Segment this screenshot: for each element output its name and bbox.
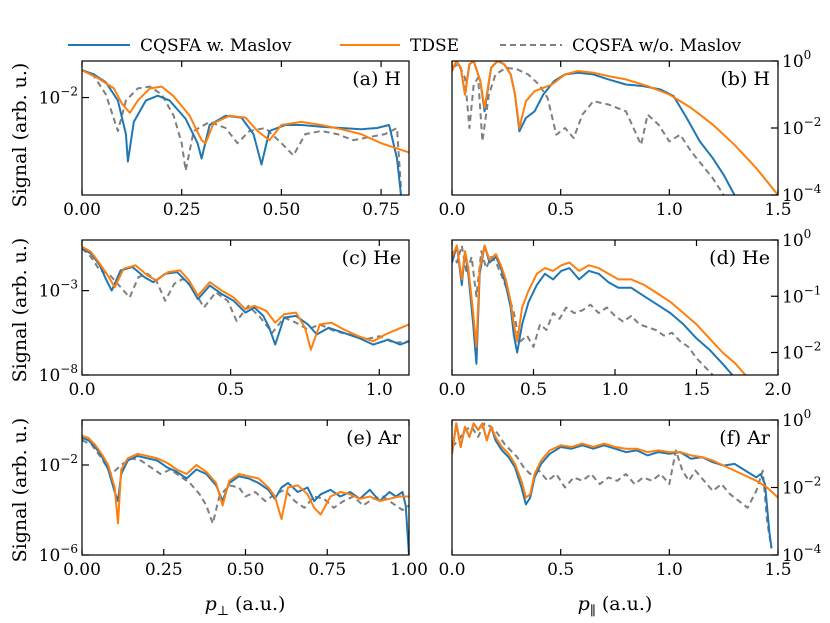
series-line-cqsfa-no-maslov-f — [452, 422, 773, 549]
series-line-cqsfa-no-maslov-e — [82, 439, 409, 525]
series-line-tdse-a — [82, 69, 409, 154]
series-line-tdse-e — [82, 434, 409, 525]
x-tick-label-c: 0.0 — [68, 380, 95, 400]
series-line-cqsfa-no-maslov-b — [452, 63, 725, 195]
panel-d: (d) He 0.0 0.5 1.0 1.5 2.0 100 10−1 10−2 — [438, 227, 821, 400]
x-tick-label-e: 1.00 — [390, 560, 428, 580]
x-tick-label-a: 0.50 — [262, 200, 300, 220]
panel-c: (c) He 0.0 0.5 1.0 10−3 10−8 — [39, 239, 410, 400]
y-tick-label-a: 10−2 — [39, 85, 78, 109]
x-tick-label-d: 1.0 — [601, 380, 628, 400]
x-tick-label-f: 0.5 — [547, 560, 574, 580]
panel-e-tag: (e) Ar — [346, 427, 402, 449]
y-axis-label-row-1: Signal (arb. u.) — [9, 63, 31, 208]
x-tick-label-e: 0.50 — [227, 560, 265, 580]
series-line-cqsfa-no-maslov-a — [82, 69, 402, 189]
x-tick-label-b: 0.5 — [547, 200, 574, 220]
series-line-cqsfa-maslov-b — [452, 61, 736, 195]
x-tick-label-f: 1.0 — [656, 560, 683, 580]
x-tick-label-b: 1.5 — [764, 200, 791, 220]
series-line-cqsfa-maslov-d — [452, 244, 734, 375]
x-tick-label-f: 0.0 — [438, 560, 465, 580]
y-tick-label-b: 100 — [782, 48, 811, 72]
x-tick-label-e: 0.00 — [63, 560, 101, 580]
x-tick-label-c: 0.5 — [217, 380, 244, 400]
panel-d-tag: (d) He — [709, 247, 770, 269]
y-tick-label-f: 10−2 — [782, 475, 821, 499]
panel-a-tag: (a) H — [352, 68, 401, 90]
y-axis-label-row-2: Signal (arb. u.) — [9, 238, 31, 383]
x-tick-label-e: 0.75 — [308, 560, 346, 580]
y-tick-label-d: 10−1 — [782, 283, 821, 307]
y-tick-label-d: 10−2 — [782, 340, 821, 364]
panel-c-frame — [81, 239, 410, 376]
y-tick-label-c: 10−3 — [39, 278, 78, 302]
panel-f: (f) Ar 0.0 0.5 1.0 1.5 100 10−2 10−4 — [438, 407, 821, 580]
series-line-cqsfa-no-maslov-d — [452, 244, 714, 375]
x-tick-label-c: 1.0 — [366, 380, 393, 400]
panel-a-frame — [81, 60, 410, 196]
x-tick-label-d: 1.5 — [683, 380, 710, 400]
y-tick-label-f: 100 — [782, 407, 811, 431]
panel-b-tag: (b) H — [720, 68, 770, 90]
x-tick-label-a: 0.00 — [63, 200, 101, 220]
x-tick-label-d: 2.0 — [764, 380, 791, 400]
legend: CQSFA w. Maslov TDSE CQSFA w/o. Maslov — [68, 36, 742, 56]
y-tick-label-b: 10−4 — [782, 182, 822, 206]
y-tick-label-e: 10−2 — [39, 452, 78, 476]
y-tick-label-f: 10−4 — [782, 542, 822, 566]
panel-a-series — [82, 69, 409, 195]
legend-label-cqsfa-maslov: CQSFA w. Maslov — [140, 36, 292, 56]
y-tick-label-c: 10−8 — [39, 362, 78, 386]
y-tick-label-d: 100 — [782, 227, 811, 251]
legend-label-tdse: TDSE — [410, 36, 459, 56]
x-tick-label-b: 0.0 — [438, 200, 465, 220]
legend-label-cqsfa-no-maslov: CQSFA w/o. Maslov — [572, 36, 742, 56]
y-tick-label-b: 10−2 — [782, 115, 821, 139]
panel-d-series — [452, 244, 747, 375]
series-line-tdse-f — [452, 422, 778, 499]
x-axis-label-left: p⊥ (a.u.) — [205, 593, 286, 619]
x-tick-label-e: 0.25 — [145, 560, 183, 580]
x-tick-label-b: 1.0 — [656, 200, 683, 220]
plot-panels: (a) H 0.00 0.25 0.50 0.75 10−2 (b) H 0.0 0.5 1.0 1… — [39, 48, 822, 580]
panel-b: (b) H 0.0 0.5 1.0 1.5 100 10−2 10−4 — [438, 48, 821, 220]
x-tick-label-d: 0.5 — [520, 380, 547, 400]
series-line-tdse-d — [452, 244, 747, 375]
panel-f-tag: (f) Ar — [719, 427, 771, 449]
x-tick-label-f: 1.5 — [764, 560, 791, 580]
panel-f-series — [452, 422, 778, 549]
panel-a: (a) H 0.00 0.25 0.50 0.75 10−2 — [39, 60, 410, 220]
x-tick-label-d: 0.0 — [438, 380, 465, 400]
x-axis-label-right: p∥ (a.u.) — [578, 593, 653, 619]
y-tick-label-e: 10−6 — [39, 542, 78, 566]
panel-c-series — [82, 245, 409, 351]
panel-e-series — [82, 434, 409, 555]
x-tick-label-a: 0.25 — [163, 200, 201, 220]
x-tick-label-a: 0.75 — [362, 200, 400, 220]
panel-e: (e) Ar 0.00 0.25 0.50 0.75 1.00 10−2 10−6 — [39, 419, 428, 580]
series-line-tdse-c — [82, 245, 409, 351]
panel-c-tag: (c) He — [342, 247, 401, 269]
y-axis-label-row-3: Signal (arb. u.) — [9, 418, 31, 563]
